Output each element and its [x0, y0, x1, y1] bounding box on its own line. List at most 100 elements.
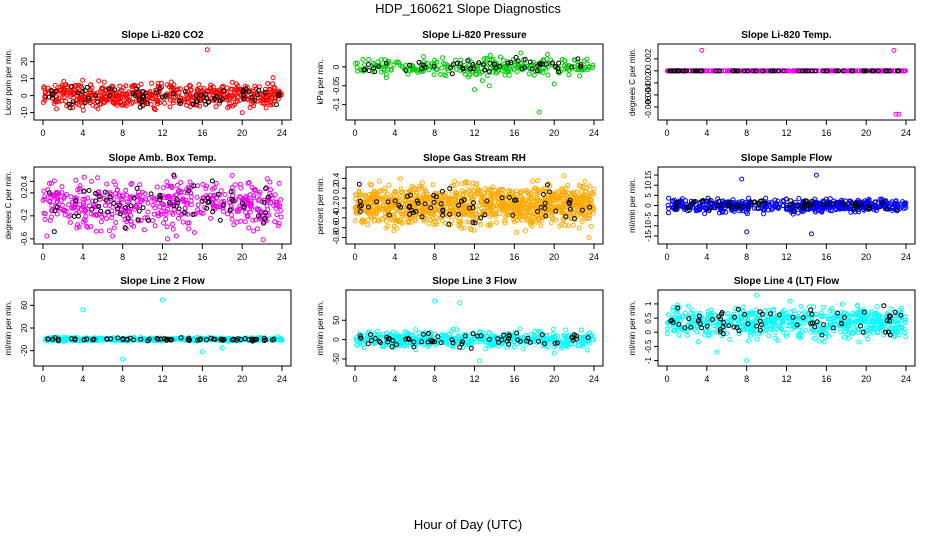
data-point — [591, 186, 597, 192]
data-point — [360, 56, 366, 62]
overlay-point — [140, 89, 145, 95]
data-point — [47, 198, 53, 204]
x-tick-label: 20 — [237, 374, 247, 384]
overlay-point — [157, 192, 163, 198]
data-point — [563, 185, 569, 191]
data-point — [502, 220, 508, 226]
overlay-point — [114, 206, 120, 212]
data-point — [42, 217, 48, 222]
data-point — [170, 100, 176, 106]
data-point — [185, 220, 191, 226]
data-point — [208, 215, 214, 221]
x-tick-label: 24 — [277, 252, 287, 262]
x-tick-label: 16 — [197, 128, 207, 138]
data-point — [568, 216, 574, 222]
data-point — [236, 208, 242, 214]
data-point — [49, 203, 55, 208]
overlay-point — [95, 99, 101, 105]
data-point — [558, 187, 564, 192]
data-point — [263, 216, 269, 222]
data-point — [198, 210, 204, 216]
data-point — [365, 210, 371, 216]
overlay-point — [683, 205, 688, 211]
x-tick-label: 12 — [781, 252, 791, 262]
x-tick-label: 0 — [664, 128, 669, 138]
data-point — [104, 216, 110, 222]
data-point — [842, 205, 847, 211]
data-point — [533, 201, 539, 207]
data-point — [213, 104, 219, 110]
data-point — [418, 185, 424, 191]
data-point — [169, 221, 175, 227]
data-point — [264, 89, 270, 95]
data-point — [562, 222, 568, 228]
data-point — [155, 210, 161, 216]
overlay-point — [190, 212, 196, 217]
overlay-point — [861, 68, 867, 74]
data-point — [542, 212, 548, 218]
data-point — [421, 54, 427, 60]
data-point — [268, 99, 274, 105]
data-point — [246, 180, 252, 185]
data-point — [530, 212, 535, 218]
data-point — [517, 213, 522, 219]
overlay-point — [836, 68, 842, 74]
data-point — [41, 210, 47, 216]
data-point — [379, 216, 385, 222]
x-tick-label: 24 — [589, 374, 599, 384]
overlay-point — [849, 68, 855, 74]
data-point — [418, 68, 424, 74]
overlay-point — [841, 68, 847, 74]
x-tick-label: 24 — [589, 252, 599, 262]
data-point — [563, 190, 568, 196]
data-point — [146, 195, 152, 201]
data-point — [441, 72, 447, 78]
data-point — [128, 181, 134, 187]
data-point — [565, 65, 570, 71]
overlay-point — [459, 198, 464, 204]
data-point — [563, 327, 569, 333]
data-point — [488, 209, 494, 215]
overlay-point — [140, 205, 146, 211]
overlay-point — [365, 341, 371, 347]
data-point — [584, 56, 590, 62]
overlay-point — [775, 68, 781, 74]
data-point — [152, 223, 158, 229]
data-point — [106, 228, 112, 234]
data-point — [185, 99, 191, 105]
panel-title: Slope Line 3 Flow — [432, 276, 517, 287]
overlay-point — [468, 345, 474, 351]
data-point — [527, 218, 533, 224]
data-point — [392, 188, 398, 194]
overlay-point — [578, 62, 584, 68]
data-point — [770, 205, 776, 211]
data-point — [740, 68, 746, 74]
data-point — [76, 224, 82, 230]
data-point — [366, 57, 372, 62]
x-tick-label: 24 — [277, 374, 287, 384]
overlay-point — [357, 198, 363, 204]
data-point — [547, 199, 553, 205]
data-point — [275, 223, 281, 229]
data-point — [40, 198, 46, 203]
overlay-point — [529, 66, 535, 72]
data-point — [707, 68, 713, 74]
overlay-point — [96, 194, 102, 199]
x-tick-label: 4 — [80, 128, 85, 138]
data-point — [561, 63, 567, 69]
data-point — [186, 226, 192, 232]
data-point — [889, 208, 895, 213]
data-point — [394, 225, 400, 231]
overlay-point — [699, 68, 705, 74]
data-point — [367, 196, 372, 202]
data-point — [751, 205, 757, 211]
data-point — [126, 89, 132, 95]
overlay-point — [262, 89, 268, 95]
overlay-point — [148, 191, 154, 197]
data-point — [255, 226, 260, 232]
x-tick-label: 20 — [237, 252, 247, 262]
overlay-point — [563, 214, 569, 220]
data-point — [449, 189, 455, 195]
data-point — [174, 192, 180, 198]
